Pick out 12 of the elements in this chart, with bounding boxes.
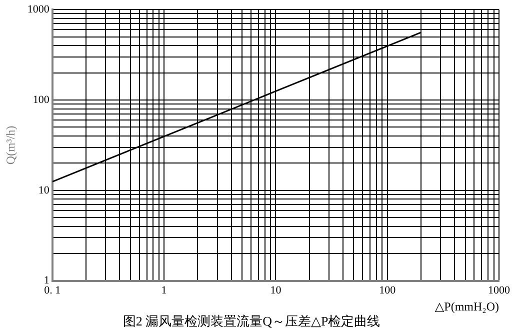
y-tick-label: 10 [38,184,50,196]
x-tick-label: 1000 [488,284,510,296]
y-tick-label: 1000 [27,3,50,16]
y-tick-label: 1 [44,274,50,287]
text: 图2 漏风量检测装置流量Q～压差△P检定曲线 [122,314,380,329]
x-tick-label: 1 [161,284,167,296]
x-tick-label: 0. 1 [44,284,61,296]
x-tick-label: 10 [270,284,282,296]
y-tick-label: 100 [32,94,50,106]
y-axis-title: Q(m³/h) [3,126,18,165]
x-tick-label: 100 [379,284,396,296]
x-axis-title: △P(mmH₂O) [434,299,500,314]
